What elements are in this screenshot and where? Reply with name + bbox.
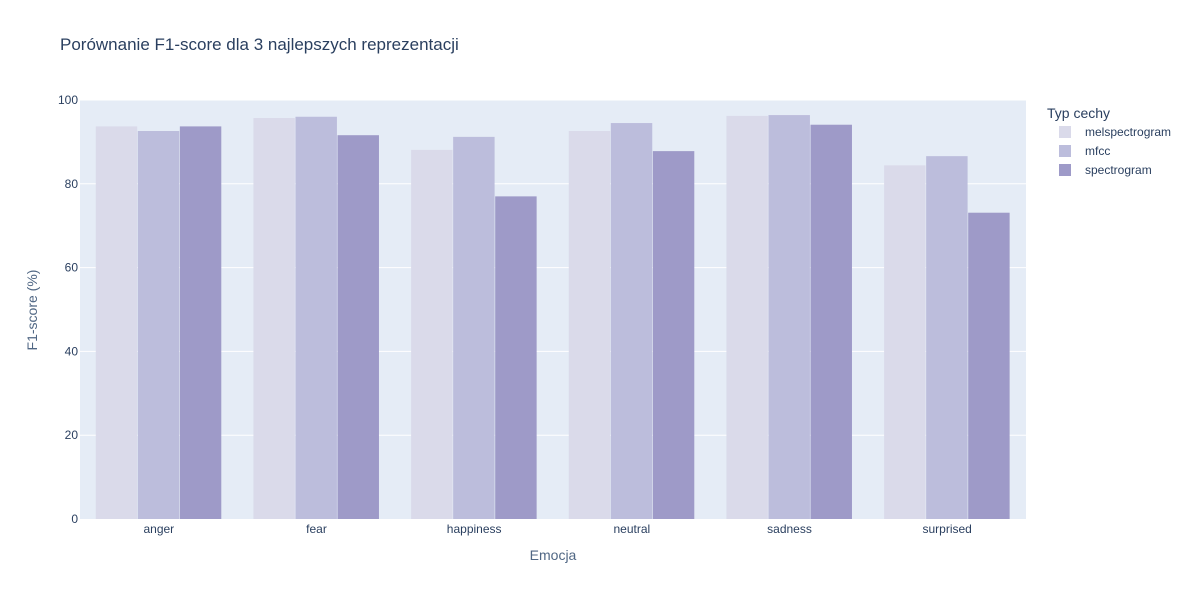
x-tick-label: anger	[143, 522, 174, 536]
y-axis-title: F1-score (%)	[24, 270, 40, 351]
y-axis-ticks: 0 20 40 60 80 100	[58, 93, 78, 526]
y-tick-label: 0	[71, 512, 78, 526]
x-tick-label: fear	[306, 522, 327, 536]
bar-melspectrogram-surprised[interactable]	[884, 165, 926, 519]
bar-mfcc-sadness[interactable]	[768, 115, 810, 520]
y-tick-label: 20	[65, 428, 79, 442]
bar-spectrogram-neutral[interactable]	[652, 151, 695, 520]
bars	[95, 115, 1010, 520]
bar-melspectrogram-neutral[interactable]	[568, 131, 611, 520]
x-tick-label: happiness	[447, 522, 502, 536]
plot-area	[80, 100, 1026, 519]
bar-mfcc-fear[interactable]	[295, 116, 337, 519]
bar-spectrogram-anger[interactable]	[179, 126, 222, 519]
bar-spectrogram-happiness[interactable]	[495, 196, 537, 519]
legend-swatch	[1059, 164, 1071, 176]
bar-mfcc-anger[interactable]	[137, 131, 180, 520]
chart-title: Porównanie F1-score dla 3 najlepszych re…	[60, 35, 459, 54]
x-tick-label: surprised	[922, 522, 971, 536]
legend-swatch	[1059, 126, 1071, 138]
bar-mfcc-neutral[interactable]	[610, 123, 653, 520]
gridlines	[80, 99, 1026, 436]
y-tick-label: 80	[65, 177, 79, 191]
legend-title: Typ cechy	[1047, 105, 1110, 121]
bar-melspectrogram-sadness[interactable]	[726, 115, 768, 519]
bar-spectrogram-fear[interactable]	[337, 135, 379, 520]
bar-spectrogram-sadness[interactable]	[810, 124, 852, 519]
legend-label: spectrogram	[1085, 163, 1152, 177]
legend-label: mfcc	[1085, 144, 1110, 158]
legend-swatch	[1059, 145, 1071, 157]
x-axis-title: Emocja	[530, 547, 577, 563]
bar-mfcc-happiness[interactable]	[453, 136, 495, 519]
bar-melspectrogram-anger[interactable]	[95, 126, 138, 519]
bar-melspectrogram-happiness[interactable]	[411, 149, 453, 519]
x-tick-label: neutral	[613, 522, 650, 536]
bar-spectrogram-surprised[interactable]	[968, 212, 1010, 519]
y-tick-label: 100	[58, 93, 78, 107]
x-axis-ticks: anger fear happiness neutral sadness surprise…	[143, 522, 971, 536]
y-tick-label: 60	[65, 261, 79, 275]
x-tick-label: sadness	[767, 522, 812, 536]
legend-label: melspectrogram	[1085, 125, 1171, 139]
legend[interactable]: Typ cechy melspectrogram mfcc spectrogram	[1047, 105, 1171, 177]
y-tick-label: 40	[65, 344, 79, 358]
bar-melspectrogram-fear[interactable]	[253, 118, 295, 519]
bar-mfcc-surprised[interactable]	[926, 156, 968, 519]
